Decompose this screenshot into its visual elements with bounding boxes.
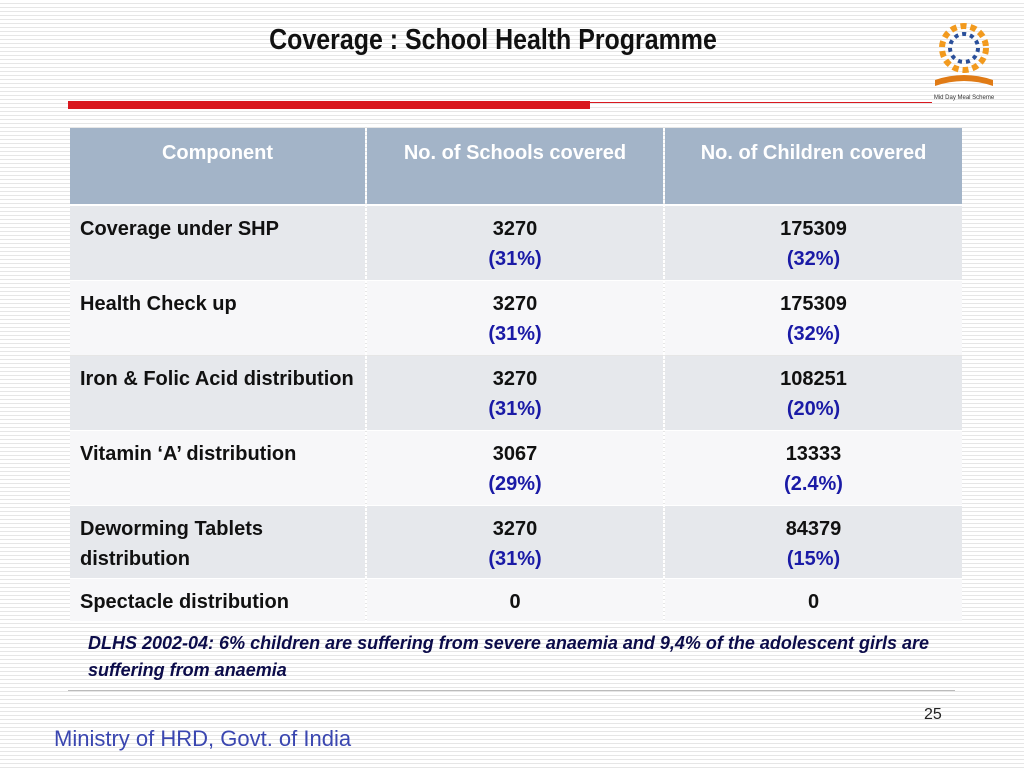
count: 175309 (780, 293, 847, 315)
header-cell: Component (70, 128, 365, 204)
share: (15%) (786, 548, 841, 570)
logo (935, 23, 993, 86)
count: 175309 (780, 218, 847, 240)
red-bar (68, 101, 590, 109)
children-cell: 108251 (20%) (665, 356, 962, 430)
component-cell: Spectacle distribution (70, 579, 365, 621)
count: 0 (807, 591, 820, 613)
footer-ministry: Ministry of HRD, Govt. of India (54, 726, 352, 751)
count: 3067 (492, 443, 538, 465)
logo-caption: Mid Day Meal Scheme (934, 95, 995, 101)
page-number: 25 (924, 706, 942, 723)
component-cell: Deworming Tablets distribution (70, 506, 365, 578)
component-cell: Vitamin ‘A’ distribution (70, 431, 365, 505)
note: DLHS 2002-04: 6% children are suffering … (88, 633, 929, 680)
share: (20%) (786, 398, 841, 420)
count: 3270 (492, 218, 538, 240)
component-cell: Health Check up (70, 281, 365, 355)
children-cell: 84379 (15%) (665, 506, 962, 578)
schools-cell: 3270 (31%) (367, 281, 663, 355)
header-cell: No. of Children covered (665, 128, 962, 204)
children-cell: 175309 (32%) (665, 281, 962, 355)
count: 0 (509, 591, 521, 613)
share: (31%) (488, 548, 542, 570)
children-cell: 175309 (32%) (665, 206, 962, 280)
count: 3270 (492, 368, 538, 390)
count: 108251 (780, 368, 847, 390)
share: (31%) (488, 323, 542, 345)
schools-cell: 0 (367, 579, 663, 621)
count: 3270 (492, 293, 538, 315)
schools-cell: 3270 (31%) (367, 506, 663, 578)
count: 3270 (492, 518, 538, 540)
header-cell: No. of Schools covered (367, 128, 663, 204)
component-cell: Iron & Folic Acid distribution (70, 356, 365, 430)
count: 84379 (785, 518, 842, 540)
share: (31%) (488, 398, 542, 420)
children-cell: 0 (665, 579, 962, 621)
schools-cell: 3270 (31%) (367, 206, 663, 280)
slide-title: Coverage : School Health Programme (269, 24, 717, 56)
count: 13333 (785, 443, 842, 465)
share: (32%) (786, 248, 841, 270)
schools-cell: 3067 (29%) (367, 431, 663, 505)
children-cell: 13333 (2.4%) (665, 431, 962, 505)
share: (2.4%) (784, 473, 843, 495)
share: (31%) (488, 248, 542, 270)
schools-cell: 3270 (31%) (367, 356, 663, 430)
share: (29%) (488, 473, 542, 495)
component-cell: Coverage under SHP (70, 206, 365, 280)
share: (32%) (786, 323, 841, 345)
